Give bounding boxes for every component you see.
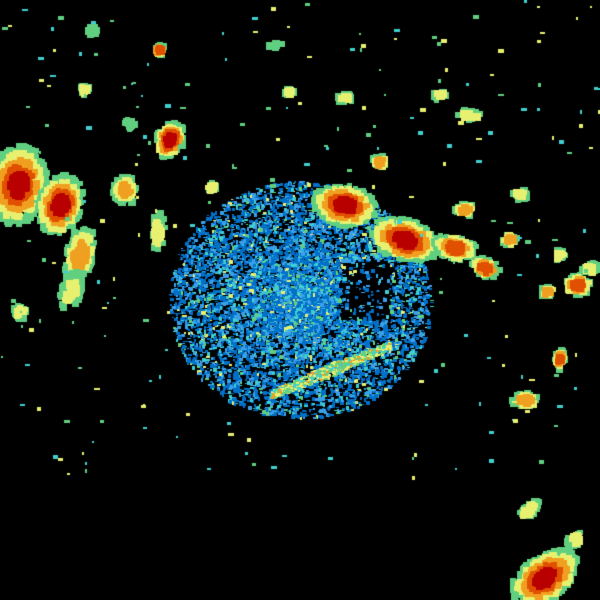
radar-reflectivity-image [0,0,600,600]
